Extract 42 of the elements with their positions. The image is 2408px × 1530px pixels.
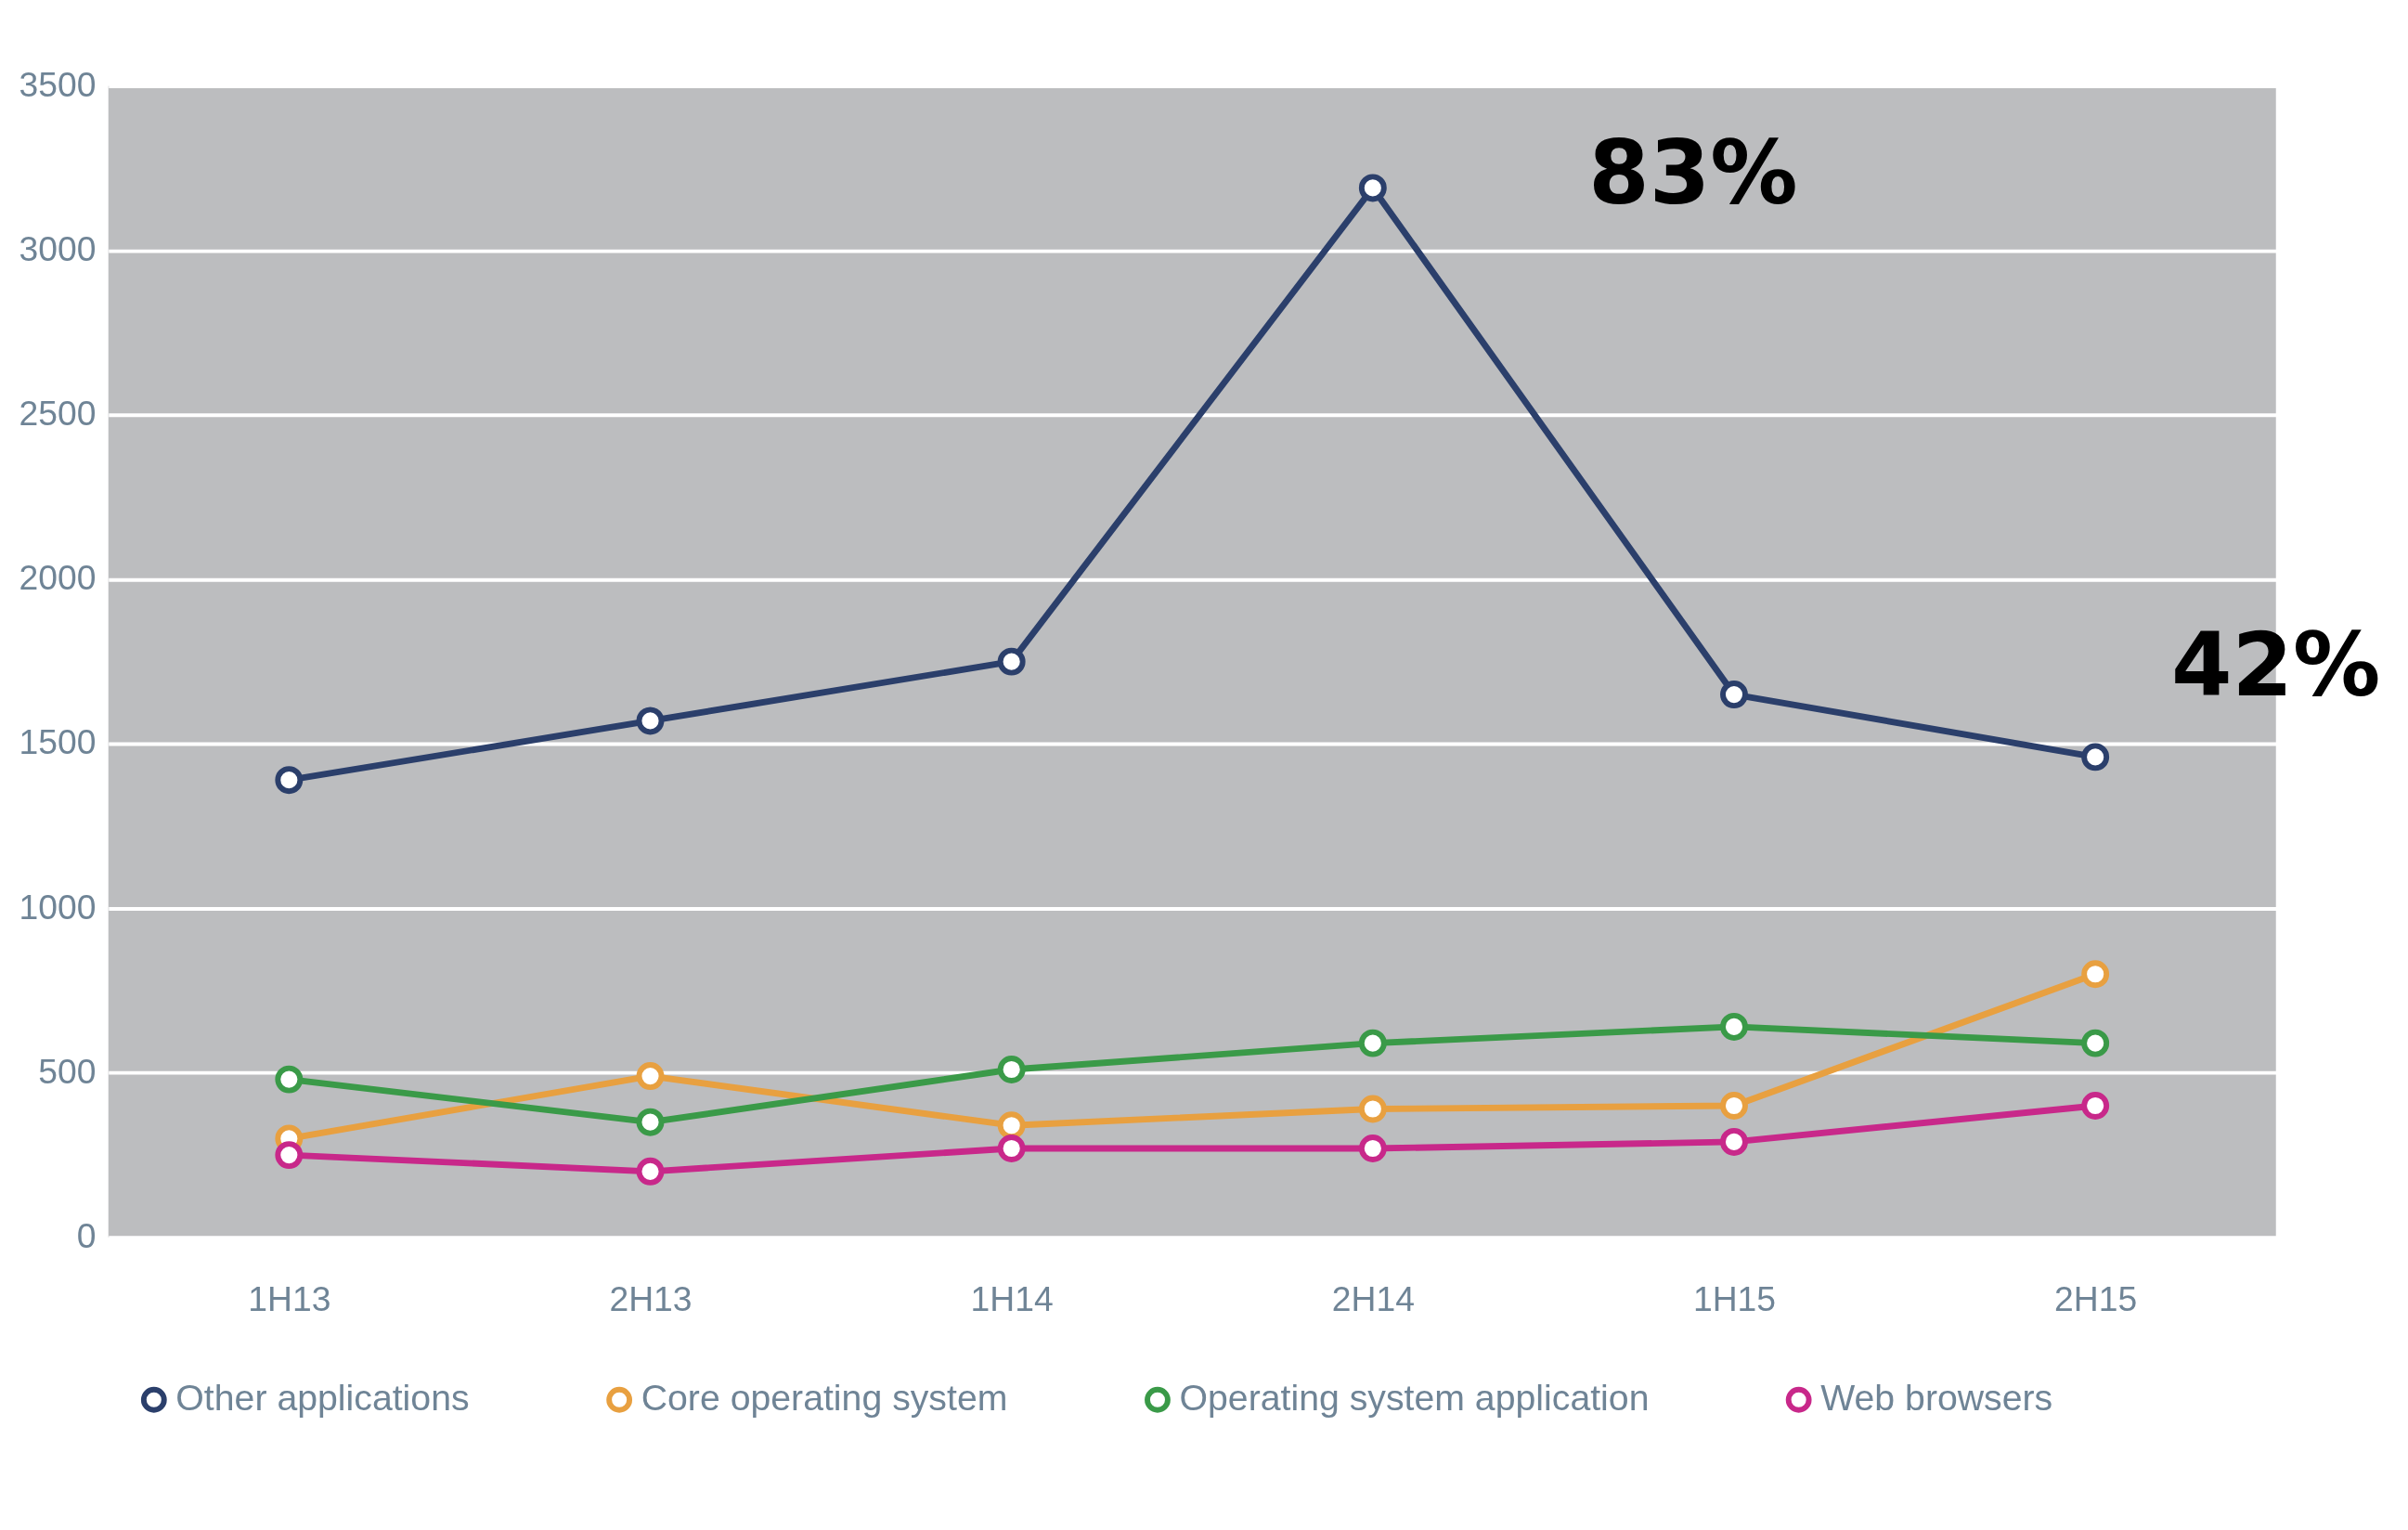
y-tick-label: 2500 xyxy=(19,394,97,434)
point xyxy=(1358,1095,1387,1123)
point xyxy=(275,766,304,795)
legend-label: Core operating system xyxy=(641,1377,1008,1419)
y-tick-label: 2000 xyxy=(19,558,97,598)
point xyxy=(636,1157,665,1186)
y-tick-label: 0 xyxy=(76,1215,97,1255)
point xyxy=(2081,960,2110,989)
point xyxy=(997,1056,1026,1083)
point xyxy=(275,1141,304,1170)
point xyxy=(275,1065,304,1094)
point xyxy=(636,1108,665,1136)
point xyxy=(997,1135,1026,1162)
point xyxy=(1720,681,1748,709)
legend-label: Other applications xyxy=(175,1377,470,1419)
y-tick-label: 1500 xyxy=(19,722,97,762)
point xyxy=(1720,1012,1748,1041)
annotation: 42% xyxy=(2171,614,2381,716)
point xyxy=(1358,1029,1387,1057)
x-tick-label: 1H14 xyxy=(970,1278,1054,1318)
x-tick-label: 1H15 xyxy=(1692,1278,1777,1318)
point xyxy=(2081,1092,2110,1120)
y-tick-label: 500 xyxy=(38,1051,97,1091)
y-tick-label: 3500 xyxy=(19,64,97,104)
x-tick-label: 1H13 xyxy=(248,1278,331,1318)
y-tick-label: 1000 xyxy=(19,887,97,927)
point xyxy=(636,707,665,735)
point xyxy=(1720,1127,1748,1156)
legend-label: Operating system application xyxy=(1179,1377,1650,1419)
point xyxy=(2081,743,2110,771)
point xyxy=(1358,174,1387,202)
x-tick-label: 2H15 xyxy=(2054,1278,2138,1318)
y-tick-label: 3000 xyxy=(19,229,97,269)
x-tick-label: 2H14 xyxy=(1331,1278,1415,1318)
point xyxy=(636,1062,665,1091)
legend-label: Web browsers xyxy=(1820,1377,2053,1419)
x-tick-label: 2H13 xyxy=(609,1278,693,1318)
point xyxy=(2081,1029,2110,1057)
point xyxy=(997,647,1026,676)
point xyxy=(1358,1135,1387,1162)
point xyxy=(1720,1092,1748,1120)
annotation: 83% xyxy=(1588,123,1798,225)
